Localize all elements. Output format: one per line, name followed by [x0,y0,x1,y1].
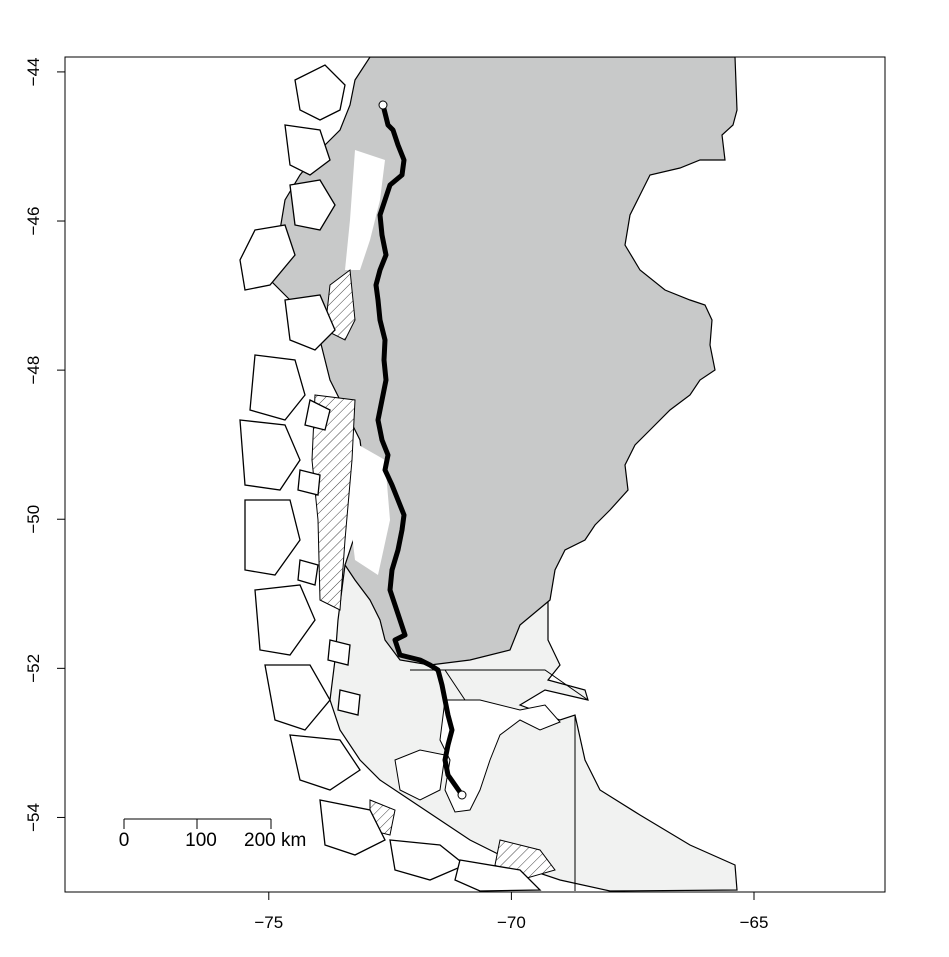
fjord-coast [239,64,542,892]
ice-south [348,440,390,575]
y-tick-label: −48 [24,356,43,385]
scale-label-100: 100 [185,830,217,851]
boundary-lines [410,669,589,891]
x-axis: −75 −70 −65 [254,892,768,932]
route-end-marker [457,790,467,800]
y-axis: −44 −46 −48 −50 −52 −54 [24,57,65,832]
scale-label-0: 0 [119,830,130,851]
y-tick-label: −54 [24,803,43,832]
y-tick-label: −52 [24,654,43,683]
scale-bar: 0 100 200 km [119,818,306,851]
y-tick-label: −50 [24,505,43,534]
x-tick-label: −65 [740,913,769,932]
y-tick-label: −44 [24,57,43,86]
x-tick-label: −75 [254,913,283,932]
ice-north [345,150,385,270]
y-tick-label: −46 [24,207,43,236]
route-line [373,102,465,798]
water-bay [394,749,446,801]
route-start-marker [378,100,388,110]
x-tick-label: −70 [497,913,526,932]
scale-label-200km: 200 km [244,830,306,851]
